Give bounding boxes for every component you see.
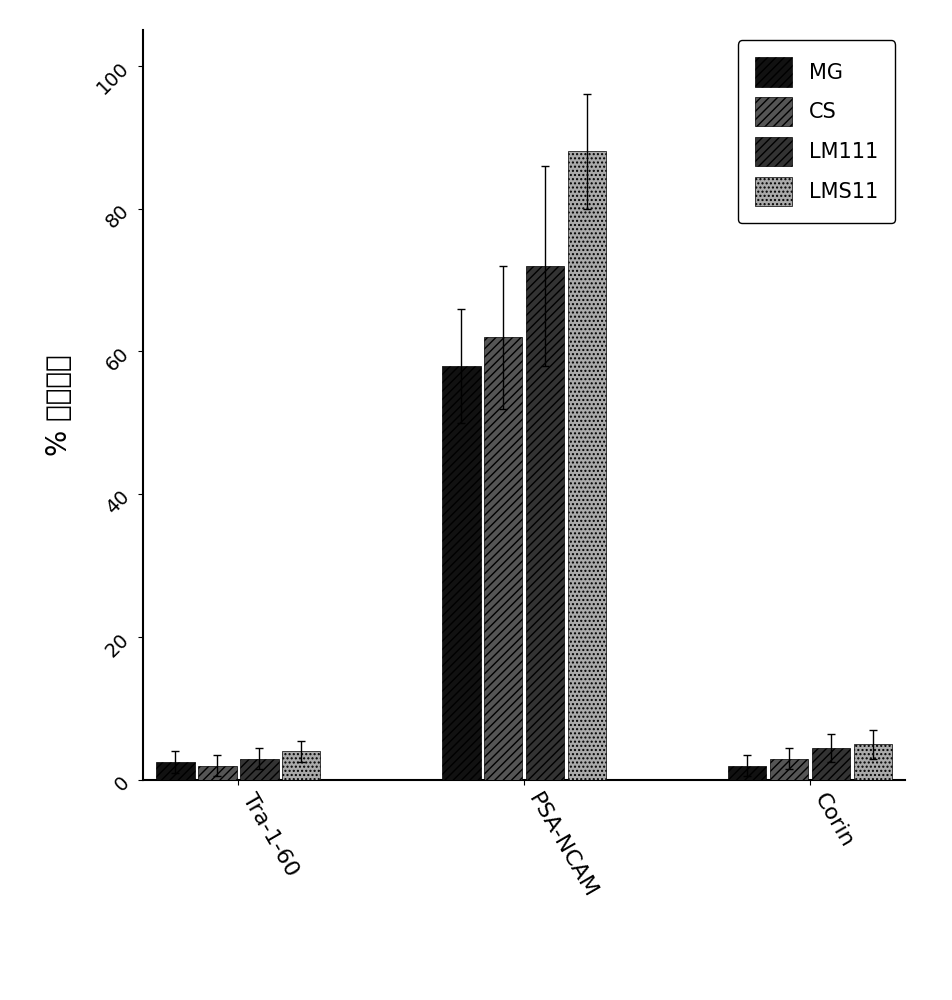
Y-axis label: % 阳性细胞: % 阳性细胞 bbox=[45, 354, 72, 456]
Bar bbox=[442, 366, 480, 780]
Bar bbox=[567, 151, 605, 780]
Bar bbox=[769, 759, 807, 780]
Bar bbox=[282, 751, 320, 780]
Bar bbox=[811, 748, 849, 780]
Bar bbox=[727, 766, 765, 780]
Bar bbox=[853, 744, 891, 780]
Bar bbox=[484, 337, 522, 780]
Bar bbox=[240, 759, 278, 780]
Bar bbox=[198, 766, 236, 780]
Bar bbox=[526, 266, 564, 780]
Bar bbox=[156, 762, 194, 780]
Legend: MG, CS, LM111, LMS11: MG, CS, LM111, LMS11 bbox=[738, 40, 894, 223]
